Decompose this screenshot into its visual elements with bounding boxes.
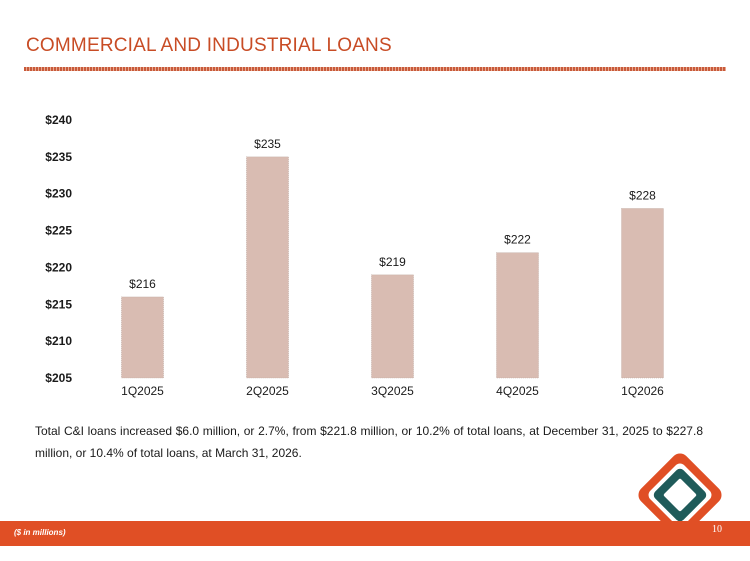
y-tick-label: $205 xyxy=(45,371,72,385)
y-tick-label: $240 xyxy=(45,113,72,127)
bars: $216 $235 $219 $222 $228 xyxy=(121,137,664,379)
page-number: 10 xyxy=(712,524,722,535)
summary-text: Total C&I loans increased $6.0 million, … xyxy=(35,424,703,460)
bar xyxy=(496,252,539,379)
data-label: $222 xyxy=(504,233,531,247)
bar xyxy=(621,208,664,379)
page-title: COMMERCIAL AND INDUSTRIAL LOANS xyxy=(26,35,392,56)
y-tick-label: $235 xyxy=(45,150,72,164)
x-tick-label: 1Q2025 xyxy=(121,384,164,398)
data-label: $235 xyxy=(254,137,281,151)
units-footnote: ($ in millions) xyxy=(14,528,66,537)
data-label: $216 xyxy=(129,277,156,291)
data-label: $219 xyxy=(379,255,406,269)
y-tick-label: $225 xyxy=(45,224,72,238)
bar xyxy=(121,296,164,379)
x-tick-label: 3Q2025 xyxy=(371,384,414,398)
y-axis: $205 $210 $215 $220 $225 $230 $235 $240 xyxy=(45,113,72,385)
bar xyxy=(246,156,289,379)
y-tick-label: $215 xyxy=(45,297,72,311)
title-divider xyxy=(24,67,726,71)
bar xyxy=(371,274,414,379)
y-tick-label: $210 xyxy=(45,334,72,348)
x-tick-label: 1Q2026 xyxy=(621,384,664,398)
company-logo xyxy=(638,453,722,537)
data-label: $228 xyxy=(629,188,656,202)
y-tick-label: $220 xyxy=(45,260,72,274)
footer-band: ($ in millions) 10 xyxy=(0,521,750,546)
logo-center xyxy=(663,478,697,512)
y-tick-label: $230 xyxy=(45,187,72,201)
bar-chart: $205 $210 $215 $220 $225 $230 $235 $240 $216 $23… xyxy=(45,113,664,398)
x-axis: 1Q2025 2Q2025 3Q2025 4Q2025 1Q2026 xyxy=(121,384,664,398)
x-tick-label: 4Q2025 xyxy=(496,384,539,398)
x-tick-label: 2Q2025 xyxy=(246,384,289,398)
